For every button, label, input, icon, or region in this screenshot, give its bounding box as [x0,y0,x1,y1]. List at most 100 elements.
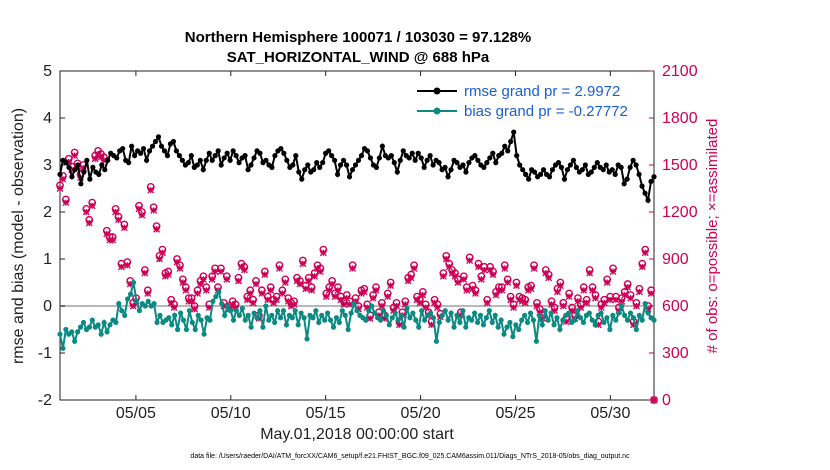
assimilated-point [466,257,474,265]
bias-point [72,338,78,344]
assimilated-point [609,268,617,275]
rmse-point [445,174,451,180]
bias-point [298,310,304,316]
rmse-point [397,157,403,163]
rmse-point [173,148,180,154]
bias-point [621,312,628,318]
bias-point [419,308,425,314]
assimilated-point [161,272,169,280]
assimilated-point [521,299,529,307]
rmse-point [72,167,78,173]
bias-point [280,308,287,314]
legend-marker-rmse [433,87,441,95]
bias-point [619,303,625,309]
assimilated-point [565,293,573,301]
bias-point [101,319,107,326]
y-tick-label: 1 [43,251,52,268]
assimilated-point [372,286,380,294]
y-axis-ticks: -2 -1 0 1 2 3 4 5 [38,63,65,409]
assimilated-point [328,280,336,288]
bias-point [554,315,560,321]
assimilated-point [597,304,605,312]
bias-point [480,322,487,328]
assimilated-point [308,286,316,294]
rmse-point [636,171,642,177]
bias-point [263,303,269,309]
bias-point [169,322,175,328]
assimilated-point [217,268,225,275]
chart-subtitle: SAT_HORIZONTAL_WIND @ 688 hPa [227,49,490,66]
assimilated-point [100,156,108,164]
bias-point [645,310,651,316]
bias-point [260,324,266,330]
rmse-point [179,157,185,163]
rmse-point [367,155,374,161]
rmse-point [185,160,191,166]
assimilated-point [316,268,324,275]
rmse-point [194,162,200,168]
assimilated-point [454,279,462,286]
rmse-point [212,153,218,159]
rmse-point [520,167,526,173]
assimilated-point [71,152,79,160]
rmse-point [499,150,505,156]
rmse-point [472,153,478,159]
rmse-point [493,160,499,166]
bias-point [219,301,225,307]
y2-tick-label: 600 [662,298,689,315]
bias-point [336,319,342,326]
assimilated-point [360,288,368,296]
rmse-point [448,167,454,173]
bias-point [133,298,140,304]
rmse-point [209,157,215,163]
bias-point [266,317,272,323]
assimilated-point [56,185,64,192]
assimilated-point [594,321,602,329]
rmse-point [573,164,579,170]
assimilated-point [556,282,564,290]
assimilated-point [431,299,439,307]
assimilated-point [583,299,591,307]
assimilated-point [439,272,447,280]
bias-point [639,317,645,323]
rmse-point [624,176,630,182]
plot-area [59,70,655,401]
assimilated-point [144,290,152,297]
rmse-point [532,169,538,175]
bias-point [151,301,157,307]
bias-point [372,310,378,316]
bias-point [448,310,454,316]
assimilated-point [390,307,398,315]
bias-point [186,308,192,314]
assimilated-point [62,199,70,207]
bias-point [651,317,657,323]
assimilated-point [135,205,143,213]
bias-point [116,301,122,307]
assimilated-point [275,264,283,272]
rmse-point [436,160,442,166]
rmse-point [248,162,254,168]
rmse-point [263,157,269,163]
assimilated-point [460,275,468,283]
bias-point [351,301,357,307]
assimilated-point [147,186,155,194]
rmse-point [567,162,574,168]
assimilated-point [243,296,251,304]
bias-point [227,308,234,314]
rmse-point [326,148,332,154]
rmse-point [612,171,618,177]
bias-point [363,317,369,323]
bias-point [257,308,263,314]
assimilated-point [59,175,67,183]
bias-point [607,326,613,333]
y-tick-label: 5 [43,63,52,80]
rmse-point [526,176,532,182]
bias-point [272,319,278,326]
bias-point [445,317,451,323]
assimilated-point [176,264,184,272]
assimilated-point [273,296,280,304]
rmse-point [424,157,430,163]
rmse-point [215,148,221,154]
assimilated-point [627,294,635,302]
bias-point [313,308,319,314]
